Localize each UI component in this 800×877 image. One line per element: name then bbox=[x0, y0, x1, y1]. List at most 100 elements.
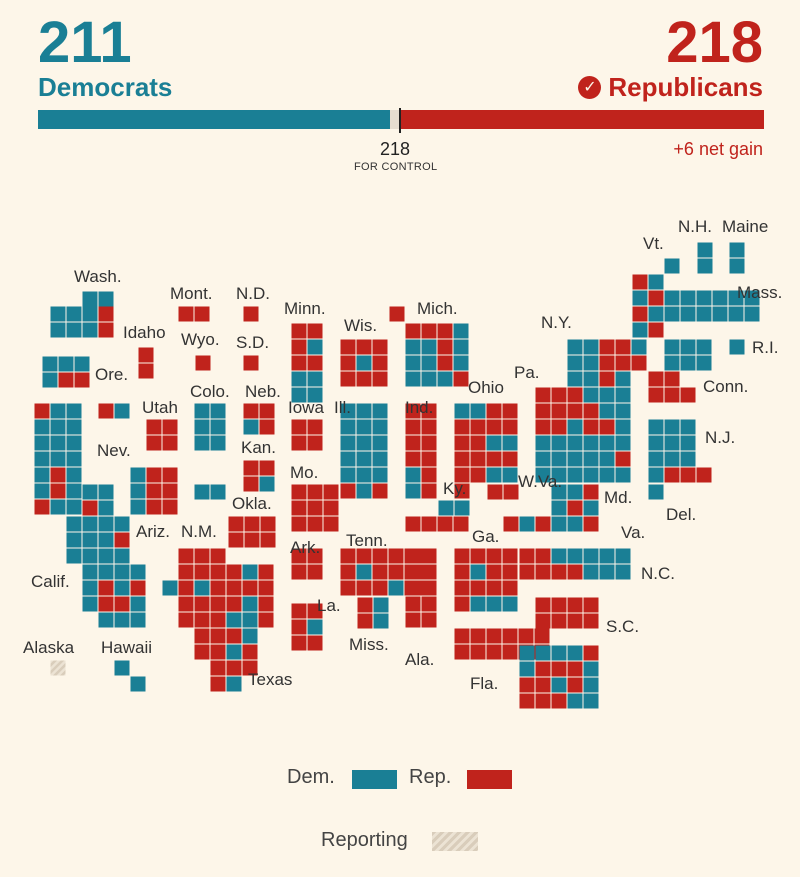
state-label: Conn. bbox=[703, 377, 748, 396]
state-label: Ind. bbox=[405, 398, 433, 417]
seat-rep bbox=[291, 323, 307, 339]
seat-rep bbox=[551, 613, 567, 629]
seat-rep bbox=[323, 516, 339, 532]
seat-rep bbox=[178, 306, 194, 322]
seat-dem bbox=[372, 451, 388, 467]
seat-rep bbox=[162, 467, 178, 483]
seat-rep bbox=[535, 613, 551, 629]
seat-dem bbox=[114, 660, 130, 676]
seat-dem bbox=[583, 693, 599, 709]
seat-rep bbox=[291, 339, 307, 355]
seat-dem bbox=[421, 371, 437, 387]
seat-rep bbox=[421, 419, 437, 435]
seat-dem bbox=[551, 500, 567, 516]
seat-dem bbox=[453, 355, 469, 371]
seat-dem bbox=[130, 676, 146, 692]
seat-rep bbox=[583, 645, 599, 661]
seat-dem bbox=[648, 484, 664, 500]
seat-rep bbox=[470, 467, 486, 483]
seat-rep bbox=[291, 419, 307, 435]
seat-dem bbox=[340, 403, 356, 419]
seat-rep bbox=[599, 355, 615, 371]
seat-dem bbox=[98, 548, 114, 564]
seat-dem bbox=[567, 516, 583, 532]
seat-dem bbox=[567, 548, 583, 564]
rep-party-name: Republicans bbox=[608, 72, 763, 102]
seat-dem bbox=[599, 451, 615, 467]
seat-rep bbox=[372, 355, 388, 371]
seat-dem bbox=[729, 258, 745, 274]
seat-rep bbox=[567, 564, 583, 580]
seat-rep bbox=[421, 564, 437, 580]
seat-rep bbox=[340, 483, 356, 499]
state-label: Utah bbox=[142, 398, 178, 417]
seat-rep bbox=[260, 516, 276, 532]
seat-rep bbox=[519, 548, 535, 564]
seat-dem bbox=[631, 339, 647, 355]
seat-dem bbox=[34, 483, 50, 499]
state-label: S.C. bbox=[606, 617, 639, 636]
winner-check-icon: ✓ bbox=[578, 75, 602, 99]
control-marker bbox=[399, 108, 402, 133]
seat-dem bbox=[50, 322, 66, 338]
seat-dem bbox=[291, 387, 307, 403]
seat-rep bbox=[405, 451, 421, 467]
state-label: R.I. bbox=[752, 338, 778, 357]
seat-rep bbox=[486, 644, 502, 660]
seat-rep bbox=[210, 548, 226, 564]
seat-dem bbox=[130, 564, 146, 580]
state-label: N.Y. bbox=[541, 313, 572, 332]
seat-rep bbox=[258, 564, 274, 580]
seat-rep bbox=[421, 323, 437, 339]
seat-rep bbox=[631, 355, 647, 371]
seat-rep bbox=[583, 484, 599, 500]
seat-rep bbox=[535, 419, 551, 435]
seat-rep bbox=[421, 596, 437, 612]
seat-dem bbox=[210, 484, 226, 500]
seat-dem bbox=[114, 580, 130, 596]
seat-rep bbox=[405, 403, 421, 419]
seat-rep bbox=[405, 419, 421, 435]
seat-rep bbox=[567, 597, 583, 613]
seat-dem bbox=[74, 356, 90, 372]
seat-dem bbox=[567, 435, 583, 451]
seat-rep bbox=[421, 403, 437, 419]
seat-rep bbox=[502, 580, 518, 596]
seat-dem bbox=[583, 661, 599, 677]
seat-rep bbox=[34, 499, 50, 515]
state-label: Ky. bbox=[443, 479, 466, 498]
seat-rep bbox=[388, 548, 404, 564]
seat-dem bbox=[307, 339, 323, 355]
state-label: Mo. bbox=[290, 463, 318, 482]
state-label: Mont. bbox=[170, 284, 213, 303]
seat-dem bbox=[551, 677, 567, 693]
seat-dem bbox=[66, 499, 82, 515]
seat-dem bbox=[453, 323, 469, 339]
seat-rep bbox=[307, 484, 323, 500]
seat-rep bbox=[405, 323, 421, 339]
seat-rep bbox=[226, 596, 242, 612]
legend-reporting-swatch bbox=[432, 832, 478, 851]
seat-dem bbox=[50, 451, 66, 467]
seat-rep bbox=[243, 403, 259, 419]
state-label: Nev. bbox=[97, 441, 131, 460]
seat-rep bbox=[243, 460, 259, 476]
seat-dem bbox=[583, 677, 599, 693]
seat-rep bbox=[502, 548, 518, 564]
seat-dem bbox=[356, 483, 372, 499]
seat-rep bbox=[194, 612, 210, 628]
seat-dem bbox=[697, 242, 713, 258]
state-label: Neb. bbox=[245, 382, 281, 401]
seat-dem bbox=[372, 419, 388, 435]
seat-dem bbox=[680, 419, 696, 435]
state-label: Vt. bbox=[643, 234, 664, 253]
seat-rep bbox=[243, 306, 259, 322]
seat-rep bbox=[178, 596, 194, 612]
seat-rep bbox=[583, 597, 599, 613]
seat-dem bbox=[648, 451, 664, 467]
seat-dem bbox=[66, 419, 82, 435]
seat-dem bbox=[502, 435, 518, 451]
seat-rep bbox=[680, 467, 696, 483]
seat-rep bbox=[632, 306, 648, 322]
seat-dem bbox=[632, 290, 648, 306]
